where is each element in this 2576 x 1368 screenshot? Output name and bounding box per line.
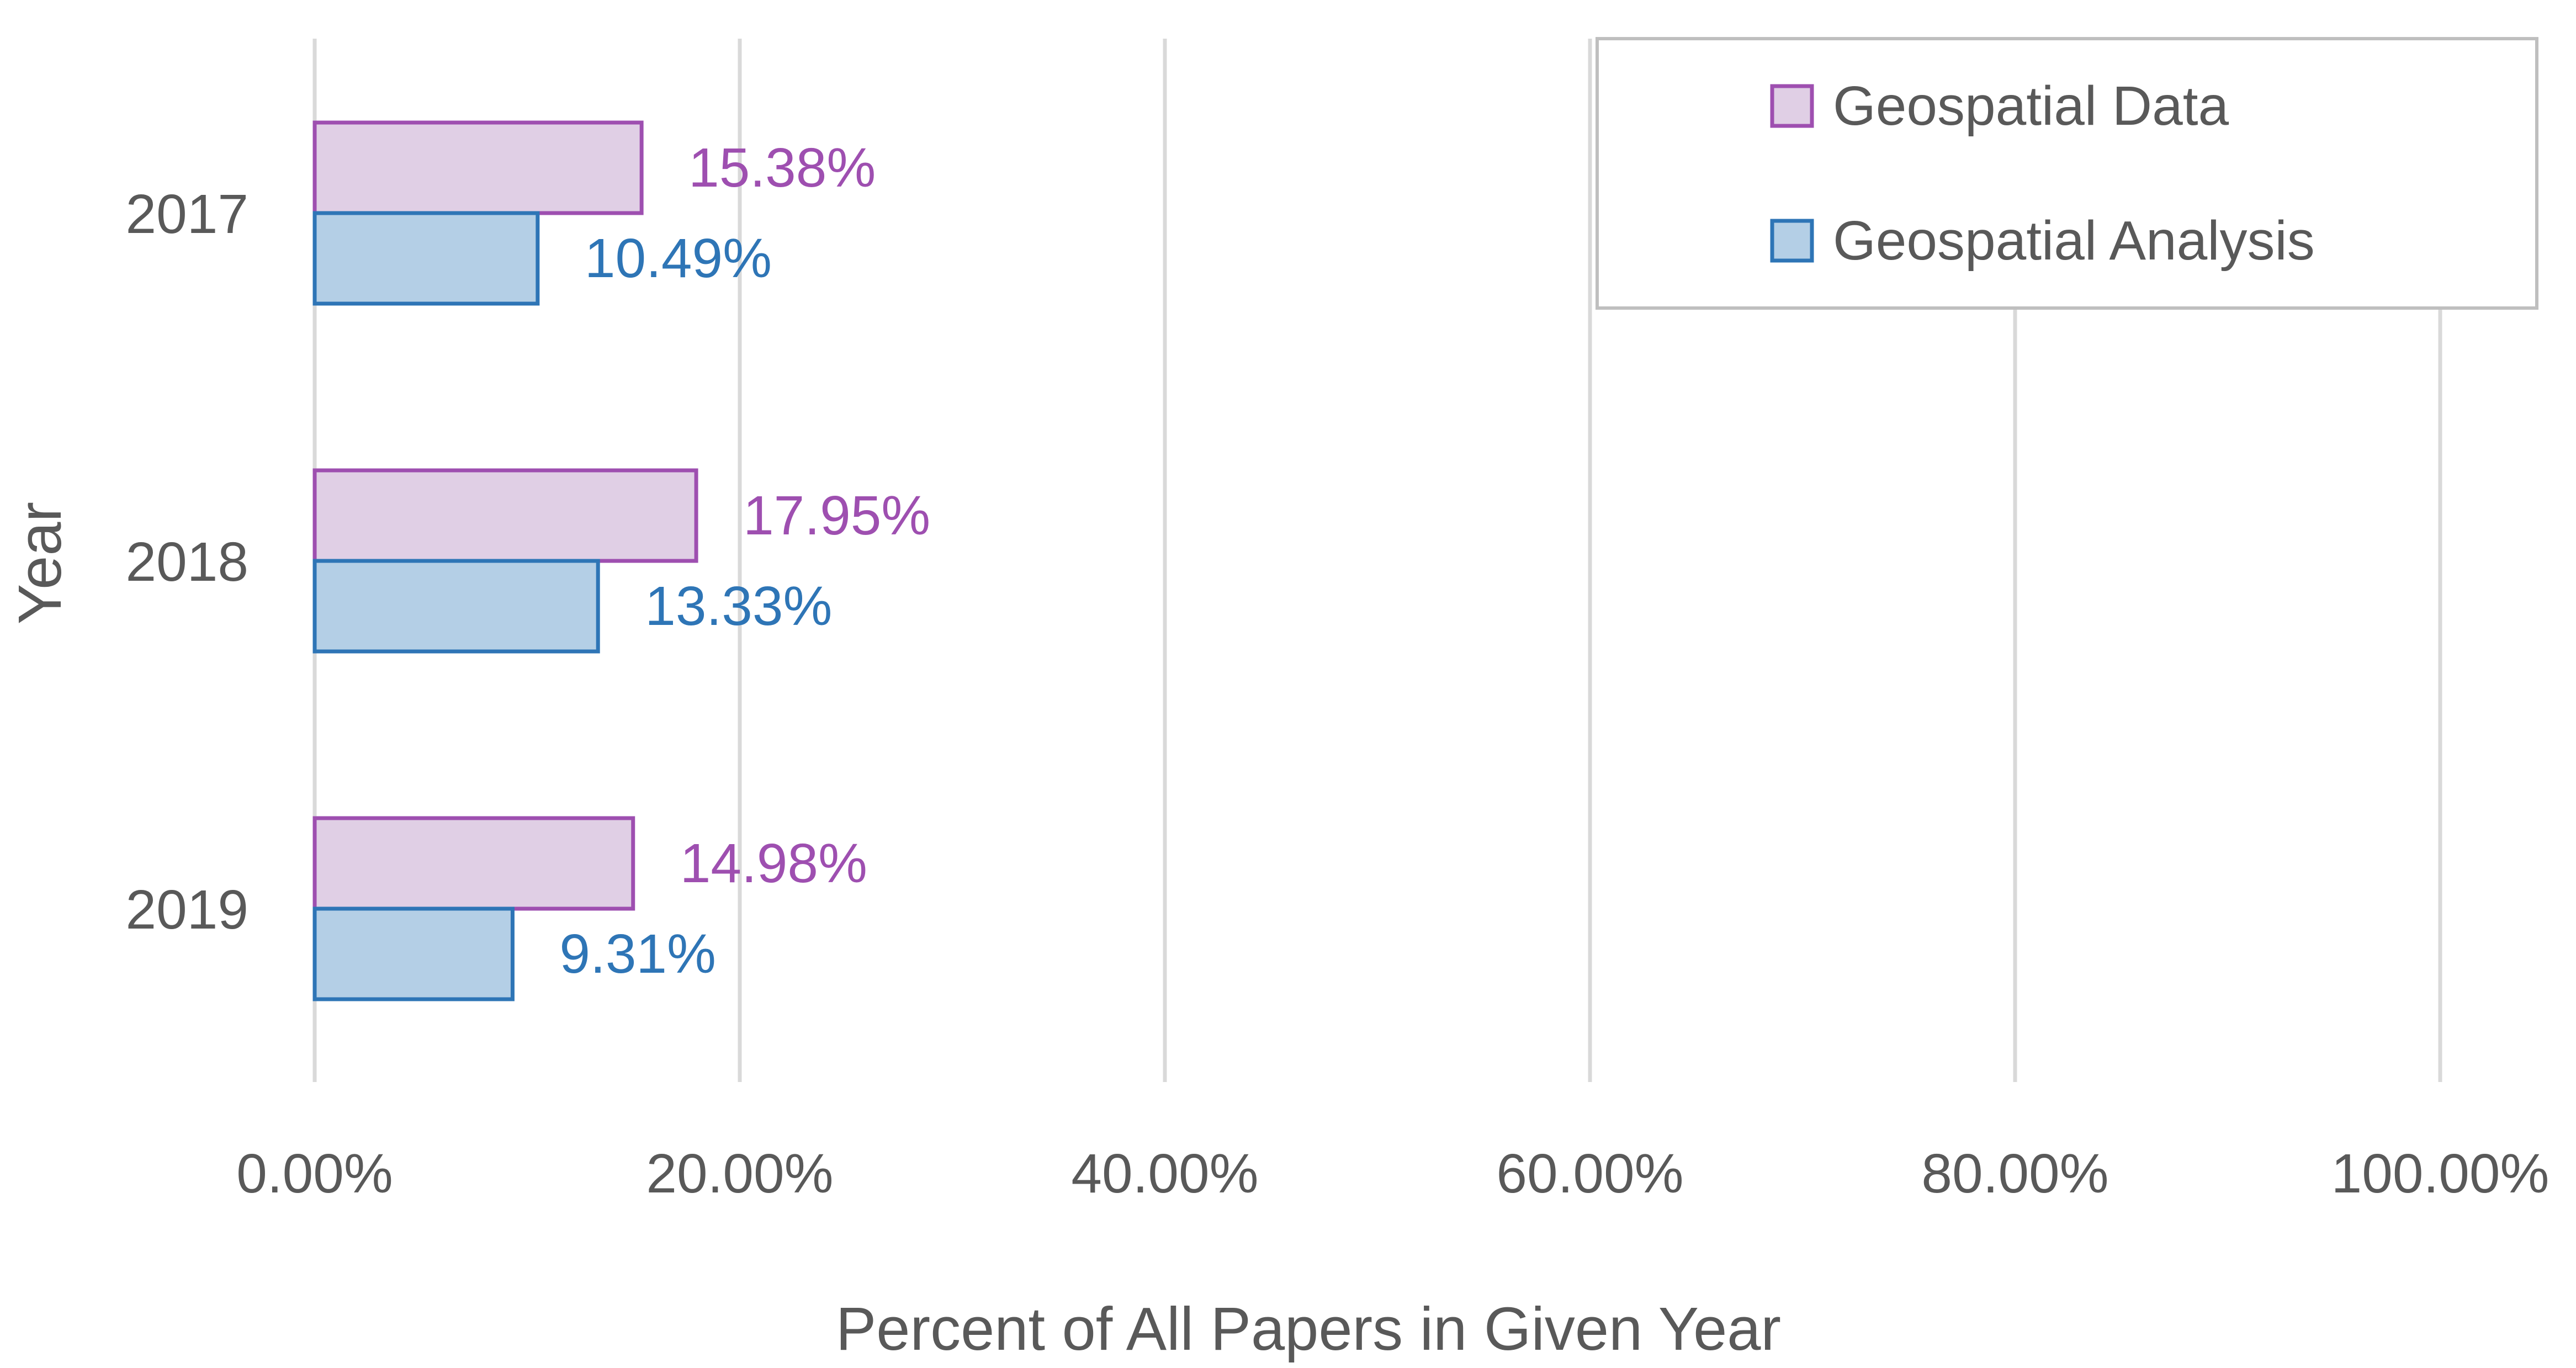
data-label: 15.38% [688, 137, 876, 199]
bar [312, 559, 600, 654]
x-tick-label: 80.00% [1921, 1143, 2108, 1205]
x-tick-label: 0.00% [236, 1143, 393, 1205]
bar [312, 211, 540, 306]
data-label: 10.49% [585, 227, 772, 289]
bars [312, 120, 698, 1001]
bar [312, 468, 698, 563]
data-label: 9.31% [559, 923, 716, 985]
x-tick-label: 60.00% [1496, 1143, 1683, 1205]
data-label: 14.98% [680, 833, 867, 894]
x-axis-tick-labels: 0.00% 20.00% 40.00% 60.00% 80.00% 100.00% [236, 1143, 2549, 1205]
y-axis-title: Year [6, 502, 74, 624]
x-axis-title: Percent of All Papers in Given Year [836, 1295, 1781, 1363]
x-tick-label: 100.00% [2331, 1143, 2550, 1205]
x-tick-label: 20.00% [646, 1143, 833, 1205]
legend-swatch [1770, 219, 1814, 263]
x-tick-label: 40.00% [1071, 1143, 1258, 1205]
legend-box [1596, 37, 2538, 310]
y-axis-tick-labels: 2017 2018 2019 [126, 183, 248, 941]
legend-swatch [1770, 84, 1814, 128]
bar [312, 120, 644, 215]
bar [312, 816, 635, 911]
data-labels: 15.38% 10.49% 17.95% 13.33% 14.98% 9.31% [559, 137, 930, 985]
y-tick-label: 2017 [126, 183, 248, 245]
y-tick-label: 2018 [126, 531, 248, 593]
legend: Geospatial Data Geospatial Analysis [1596, 37, 2538, 310]
bar [312, 906, 515, 1001]
data-label: 17.95% [743, 485, 930, 547]
legend-label: Geospatial Analysis [1833, 210, 2315, 272]
data-label: 13.33% [645, 575, 832, 637]
y-tick-label: 2019 [126, 879, 248, 941]
legend-label: Geospatial Data [1833, 75, 2229, 137]
